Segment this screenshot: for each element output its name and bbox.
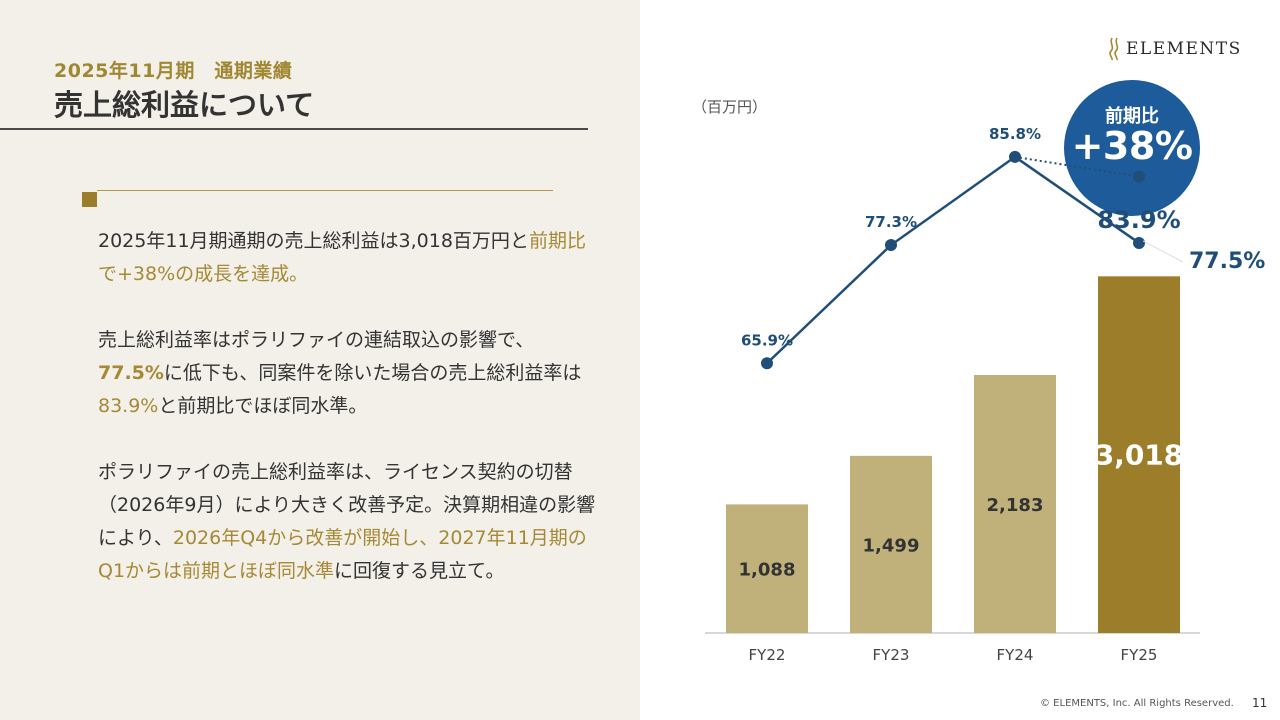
margin-line bbox=[766, 155, 1140, 365]
logo-text: ELEMENTS bbox=[1126, 39, 1242, 59]
left-panel bbox=[0, 0, 640, 720]
bar-value-label: 1,088 bbox=[739, 560, 796, 581]
p2-segment: 77.5% bbox=[98, 362, 164, 384]
bar-fy23 bbox=[850, 455, 932, 633]
yoy-badge-label: 前期比 bbox=[1105, 106, 1159, 127]
p3-segment: ポラリファイの売上総利益率は、ライセンス契約の切替（2026年9月）により大きく… bbox=[98, 461, 573, 516]
margin-point bbox=[761, 357, 773, 370]
x-tick-label: FY25 bbox=[1121, 646, 1158, 664]
x-tick-label: FY23 bbox=[873, 646, 910, 664]
margin-point bbox=[1009, 150, 1021, 163]
section-divider bbox=[97, 190, 553, 191]
adjusted-margin-connector bbox=[1014, 155, 1140, 178]
yoy-badge: 前期比 +38% bbox=[1064, 80, 1200, 216]
x-tick-label: FY24 bbox=[997, 646, 1034, 664]
gross-profit-chart: 1,088 FY22 1,499 FY23 2,183 FY24 3,018 FY25 65.9… bbox=[705, 125, 1265, 664]
margin-label: 85.8% bbox=[989, 125, 1041, 143]
page-title: 売上総利益について bbox=[54, 88, 315, 122]
page-subtitle: 2025年11月期 通期業績 bbox=[54, 60, 293, 82]
company-logo: ELEMENTS bbox=[1108, 36, 1242, 62]
p3-segment: 決算期相違の影響により、 bbox=[98, 494, 596, 549]
adjusted-margin-point bbox=[1133, 170, 1145, 183]
margin-label: 65.9% bbox=[741, 331, 793, 349]
p3-segment: 2026年Q4から改善が開始し、2027年11月期のQ1からは前期とほぼ同水準 bbox=[98, 527, 587, 582]
p2-segment: 83.9% bbox=[98, 395, 159, 417]
bar-value-label: 2,183 bbox=[987, 495, 1044, 516]
section-marker bbox=[82, 192, 97, 207]
p1-segment: 2025年11月期通期の売上総利益は3,018百万円と bbox=[98, 230, 529, 252]
x-tick-label: FY22 bbox=[749, 646, 786, 664]
margin-point bbox=[1133, 236, 1145, 249]
logo-mark-icon bbox=[1109, 37, 1119, 61]
title-divider bbox=[0, 128, 588, 130]
p2-segment: 売上総利益率はポラリファイの連結取込の影響で、 bbox=[98, 329, 535, 351]
bar-fy22 bbox=[726, 504, 808, 633]
paragraph-margin: 売上総利益率はポラリファイの連結取込の影響で、 77.5%に低下も、同案件を除いた… bbox=[98, 324, 598, 423]
bar-value-label: 3,018 bbox=[1095, 439, 1184, 472]
bar-value-label: 1,499 bbox=[863, 535, 920, 556]
yoy-badge-value: +38% bbox=[1071, 124, 1193, 168]
margin-label-fy25: 77.5% bbox=[1189, 249, 1265, 274]
paragraph-outlook: ポラリファイの売上総利益率は、ライセンス契約の切替（2026年9月）により大きく… bbox=[98, 456, 598, 588]
margin-callout-line bbox=[1142, 240, 1184, 263]
p2-segment: に低下も、同案件を除いた場合の売上総利益率は bbox=[163, 362, 582, 384]
bar-fy25 bbox=[1098, 276, 1180, 633]
adjusted-margin-label: 83.9% bbox=[1097, 206, 1180, 234]
chart-unit-label: （百万円） bbox=[692, 98, 768, 116]
bar-fy24 bbox=[974, 375, 1056, 633]
p3-segment: に回復する見立て。 bbox=[334, 560, 505, 582]
margin-point bbox=[885, 239, 897, 252]
body-text: 2025年11月期通期の売上総利益は3,018百万円と前期比で+38%の成長を達… bbox=[98, 225, 598, 588]
page-number: 11 bbox=[1252, 696, 1268, 710]
paragraph-growth: 2025年11月期通期の売上総利益は3,018百万円と前期比で+38%の成長を達… bbox=[98, 225, 598, 291]
copyright: © ELEMENTS, Inc. All Rights Reserved. bbox=[1040, 698, 1234, 709]
p2-segment: と前期比でほぼ同水準。 bbox=[158, 395, 368, 417]
margin-label: 77.3% bbox=[865, 213, 917, 231]
p1-segment: 前期比で+38%の成長を達成。 bbox=[98, 230, 586, 285]
